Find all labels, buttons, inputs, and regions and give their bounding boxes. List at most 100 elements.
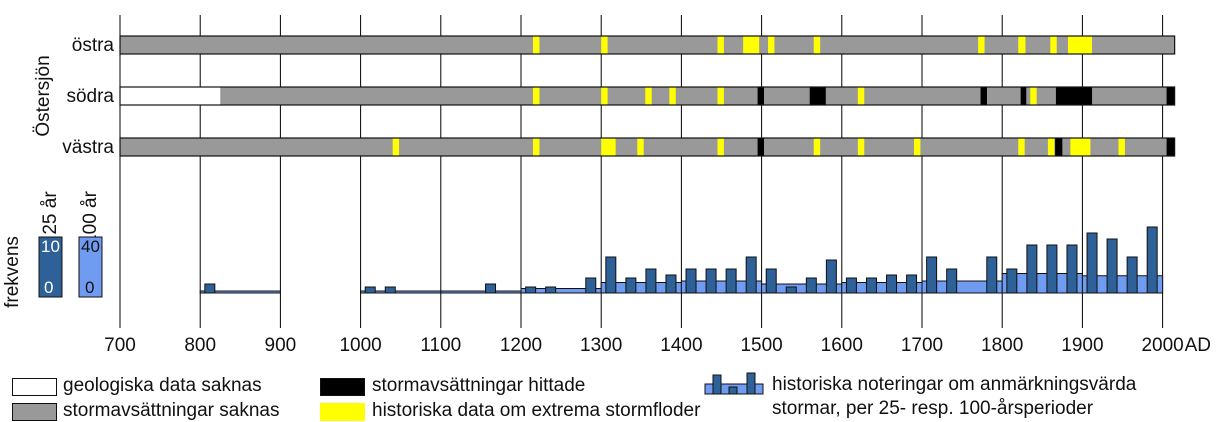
bar-25yr-1162: [485, 283, 497, 294]
segment-no-deposits-0: [120, 36, 1175, 54]
bar-25yr-1987: [1146, 226, 1158, 294]
scale-100-max: 40: [81, 237, 100, 256]
segment-historical-surge-10: [1070, 138, 1091, 156]
row-outline: [119, 35, 1176, 55]
segment-historical-surge-3: [669, 87, 676, 105]
segment-deposits-found-2: [1166, 138, 1175, 156]
bar-25yr-1687: [906, 274, 918, 294]
bar-25yr-1962: [1126, 256, 1138, 294]
segment-historical-surge-1: [533, 138, 540, 156]
bar-25yr-1387: [665, 274, 677, 294]
segment-historical-surge-2: [717, 36, 724, 54]
legend-label-frequency-line1: historiska noteringar om anmärkningsvärd…: [772, 374, 1137, 395]
bar-25yr-812: [204, 283, 216, 294]
bar-25yr-1312: [605, 256, 617, 294]
segment-deposits-found-5: [1166, 87, 1175, 105]
bar-25yr-1562: [805, 277, 817, 294]
x-tick-label-1900: 1900: [1061, 335, 1103, 356]
segment-historical-surge-1: [601, 36, 608, 54]
x-tick-label-1800: 1800: [981, 335, 1023, 356]
segment-historical-surge-0: [392, 138, 400, 156]
segment-deposits-found-4: [1055, 87, 1093, 105]
scale-25-min: 0: [44, 278, 53, 297]
row-label-södra: södra: [66, 86, 114, 107]
row-södra: södra: [66, 86, 1176, 107]
bar-100yr-800: [199, 290, 281, 294]
x-tick-label-1200: 1200: [500, 335, 542, 356]
segment-historical-surge-1: [601, 87, 608, 105]
x-tick-label-700: 700: [104, 335, 136, 356]
bar-25yr-1662: [886, 274, 898, 294]
scale-25-box: [38, 236, 63, 298]
segment-deposits-found-1: [809, 87, 826, 105]
segment-no-deposits-0: [120, 138, 1175, 156]
bar-25yr-1537: [785, 286, 797, 294]
x-tick-label-800: 800: [184, 335, 216, 356]
legend-swatch-gray: [12, 403, 57, 421]
segment-historical-surge-9: [1067, 36, 1093, 54]
legend-label-frequency-line2: stormar, per 25- resp. 100-årsperioder: [772, 398, 1094, 419]
bar-25yr-1412: [685, 268, 697, 294]
bar-25yr-1462: [725, 268, 737, 294]
bar-100yr-1100: [440, 290, 522, 294]
x-axis-unit: AD: [1185, 335, 1211, 356]
segment-historical-surge-6: [978, 36, 985, 54]
legend-swatch-frequency: [704, 372, 764, 395]
region-rows: östra södra västra: [62, 35, 1176, 158]
row-outline: [119, 137, 1176, 157]
bar-25yr-1287: [585, 277, 597, 294]
bar-25yr-1637: [865, 277, 877, 294]
segment-deposits-found-1: [1055, 138, 1063, 156]
bar-25yr-1937: [1106, 238, 1118, 294]
x-tick-label-1700: 1700: [901, 335, 943, 356]
segment-historical-surge-5: [857, 87, 865, 105]
legend-label-black: stormavsättningar hittade: [372, 375, 586, 396]
bar-25yr-1787: [986, 256, 998, 294]
y-group-label: Östersjön: [33, 55, 54, 136]
bar-25yr-1887: [1066, 244, 1078, 294]
bar-25yr-1337: [625, 277, 637, 294]
row-label-östra: östra: [72, 35, 115, 56]
bar-25yr-1237: [545, 286, 557, 294]
segment-historical-surge-0: [533, 87, 540, 105]
segment-historical-surge-3: [743, 36, 760, 54]
segment-historical-surge-5: [813, 138, 821, 156]
segment-historical-surge-6: [857, 138, 865, 156]
x-tick-label-900: 900: [265, 335, 297, 356]
segment-historical-surge-6: [1030, 87, 1037, 105]
scale-100-label: 100 år: [80, 190, 101, 245]
x-tick-label-1000: 1000: [339, 335, 381, 356]
bar-25yr-1812: [1006, 268, 1018, 294]
segment-historical-surge-0: [533, 36, 540, 54]
segment-historical-surge-7: [913, 138, 921, 156]
x-axis: 700 800 900 1000 1100 1200 1300 1400 1500 1600 170…: [104, 335, 1211, 356]
segment-historical-surge-8: [1018, 138, 1025, 156]
x-tick-label-1400: 1400: [660, 335, 702, 356]
segment-historical-surge-4: [717, 138, 724, 156]
segment-historical-surge-4: [768, 36, 775, 54]
legend-label-yellow: historiska data om extrema stormfloder: [372, 400, 701, 421]
scale-25-label: 25 år: [40, 191, 61, 235]
bar-25yr-1587: [825, 259, 837, 294]
bar-25yr-1912: [1086, 232, 1098, 294]
segment-no-deposits-0: [220, 87, 1175, 105]
bar-25yr-1012: [364, 286, 376, 294]
legend-label-geo: geologiska data saknas: [63, 375, 262, 396]
legend-swatch-yellow: [320, 403, 365, 421]
bar-25yr-1362: [645, 268, 657, 294]
y-labels: Östersjön frekvens 25 år 100 år 10 0 40 …: [2, 55, 103, 308]
scale-100-box: [78, 236, 103, 298]
segment-historical-surge-11: [1118, 138, 1125, 156]
bar-25yr-1612: [845, 277, 857, 294]
bar-25yr-1712: [926, 256, 938, 294]
segment-historical-surge-4: [717, 87, 724, 105]
row-västra: västra: [62, 137, 1176, 158]
segment-historical-surge-9: [1047, 138, 1055, 156]
bar-25yr-1037: [384, 286, 396, 294]
segment-geo-missing-0: [120, 87, 221, 105]
segment-historical-surge-2: [645, 87, 652, 105]
scale-100-min: 0: [85, 278, 94, 297]
bar-25yr-1487: [745, 256, 757, 294]
segment-historical-surge-2: [601, 138, 616, 156]
segment-historical-surge-8: [1050, 36, 1057, 54]
